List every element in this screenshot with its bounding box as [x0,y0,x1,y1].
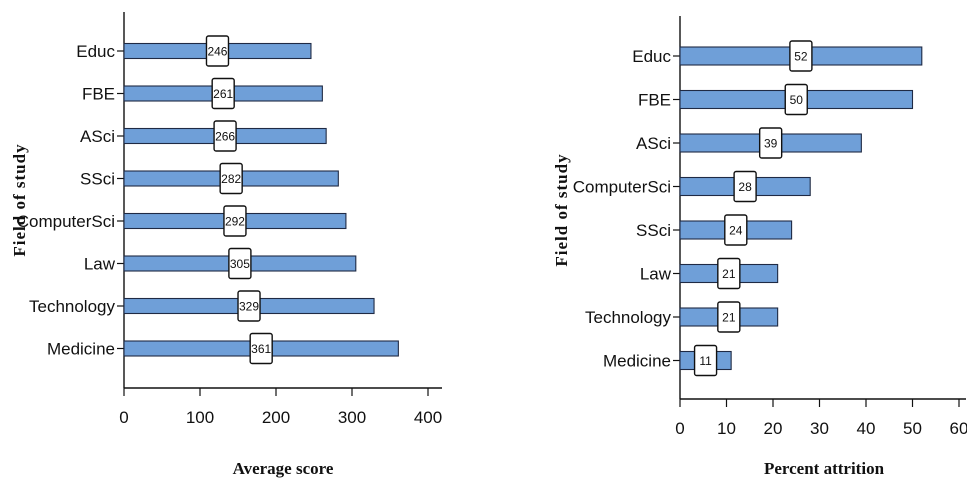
x-tick-label: 60 [950,419,967,438]
data-label: 361 [251,342,271,356]
category-label: Law [640,265,672,284]
data-label-box [237,290,261,322]
data-label-box [733,170,757,203]
data-label: 50 [790,93,804,107]
category-label: Educ [632,47,671,66]
data-label: 266 [215,130,235,144]
data-label: 21 [722,311,736,325]
x-tick-label: 20 [764,419,783,438]
category-label: ASci [636,134,671,153]
category-label: ComputerSci [17,212,115,231]
data-label-box [784,83,808,116]
x-tick-label: 200 [262,408,290,427]
data-label: 52 [794,50,808,64]
category-label: Technology [29,297,116,316]
data-label: 282 [221,172,241,186]
category-label: ASci [80,127,115,146]
data-label-box [211,77,235,110]
data-label-box [223,205,247,237]
data-label-box [717,257,741,290]
data-label-box [724,214,748,246]
x-tick-label: 0 [675,419,684,438]
data-label-box [205,35,230,67]
data-label: 28 [738,180,752,194]
x-tick-label: 0 [119,408,128,427]
category-label: Medicine [47,340,115,359]
x-tick-label: 100 [186,408,214,427]
data-label: 292 [225,215,245,229]
category-label: Law [84,255,116,274]
data-label-box [789,40,813,72]
category-label: SSci [80,170,115,189]
chart-average-score: Field of study Average score 0 100 200 300 4… [10,12,442,478]
data-label-box [219,162,243,195]
data-label: 261 [213,87,233,101]
x-axis-title: Percent attrition [764,459,885,478]
category-label: ComputerSci [573,178,671,197]
category-label: FBE [82,85,115,104]
x-tick-label: 40 [857,419,876,438]
x-axis-title: Average score [233,459,334,478]
data-label: 11 [699,354,712,368]
category-label: Educ [76,42,115,61]
data-label: 305 [230,257,250,271]
data-label-box [693,344,718,377]
data-label: 24 [729,224,743,238]
data-label: 21 [722,267,736,281]
data-label-box [213,120,237,152]
data-label-box [717,301,741,333]
data-label-box [228,247,252,280]
category-label: SSci [636,221,671,240]
x-tick-label: 400 [414,408,442,427]
x-tick-label: 10 [717,419,736,438]
data-label: 39 [764,137,778,151]
chart-percent-attrition: Field of study Percent attrition 0 10 20 30… [552,16,967,478]
data-label: 329 [239,300,259,314]
category-label: FBE [638,91,671,110]
x-tick-label: 50 [903,419,922,438]
x-tick-label: 30 [810,419,829,438]
category-label: Technology [585,308,672,327]
data-label: 246 [207,45,227,59]
category-label: Medicine [603,352,671,371]
data-label-box [758,127,783,159]
y-axis-title: Field of study [10,143,29,256]
x-tick-label: 300 [338,408,366,427]
data-label-box [249,332,273,365]
y-axis-title: Field of study [552,153,571,266]
